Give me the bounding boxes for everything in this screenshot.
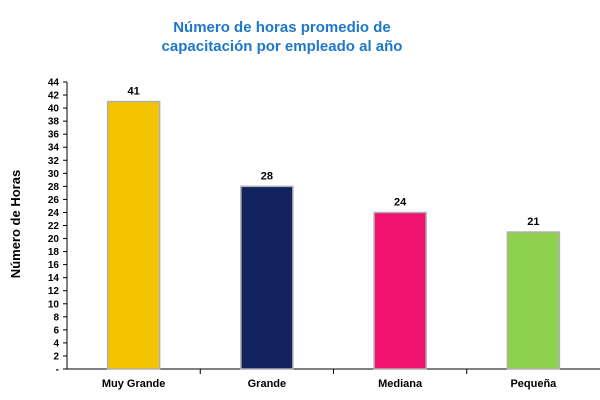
bar-mediana: [373, 211, 427, 370]
bars: [106, 100, 561, 370]
data-label: 28: [261, 170, 273, 182]
y-tick-label: 30: [48, 169, 60, 180]
data-label: 41: [128, 86, 140, 98]
y-tick-label: 28: [48, 182, 60, 193]
y-tick-label: 34: [48, 143, 60, 154]
y-tick-label: 14: [48, 273, 60, 284]
y-tick-label: 42: [48, 91, 60, 102]
category-label: Muy Grande: [102, 378, 166, 390]
y-tick-label: 8: [53, 312, 59, 323]
category-labels: Muy Grande Grande Mediana Pequeña: [102, 378, 557, 390]
y-tick-label: 24: [48, 208, 60, 219]
data-labels: 41 28 24 21: [128, 86, 540, 228]
y-tick-label: -: [56, 365, 59, 376]
y-tick-label: 26: [48, 195, 60, 206]
bar-grande: [240, 185, 294, 370]
y-tick-label: 18: [48, 247, 60, 258]
chart-title-line-2: capacitación por empleado al año: [162, 38, 403, 55]
bar-pequena: [506, 231, 561, 370]
data-label: 24: [394, 196, 407, 208]
y-tick-label: 36: [48, 130, 60, 141]
y-tick-label: 12: [48, 286, 60, 297]
y-axis-label: Número de Horas: [8, 170, 23, 278]
y-tick-label: 22: [48, 221, 60, 232]
y-tick-label: 4: [53, 338, 59, 349]
y-tick-label: 32: [48, 156, 60, 167]
category-label: Mediana: [378, 378, 423, 390]
bar-muy-grande: [106, 100, 161, 370]
y-tick-label: 6: [53, 325, 59, 336]
category-label: Pequeña: [510, 378, 557, 390]
y-tick-label: 16: [48, 260, 60, 271]
data-label: 21: [527, 216, 539, 228]
category-label: Grande: [248, 378, 287, 390]
y-tick-label: 20: [48, 234, 60, 245]
y-tick-label: 44: [48, 78, 60, 89]
y-axis-ticks: -246810121416182022242628303234363840424…: [48, 78, 67, 376]
y-tick-label: 10: [48, 299, 60, 310]
y-tick-label: 2: [53, 351, 59, 362]
y-tick-label: 38: [48, 117, 60, 128]
chart-title-line-1: Número de horas promedio de: [173, 19, 391, 36]
y-tick-label: 40: [48, 104, 60, 115]
